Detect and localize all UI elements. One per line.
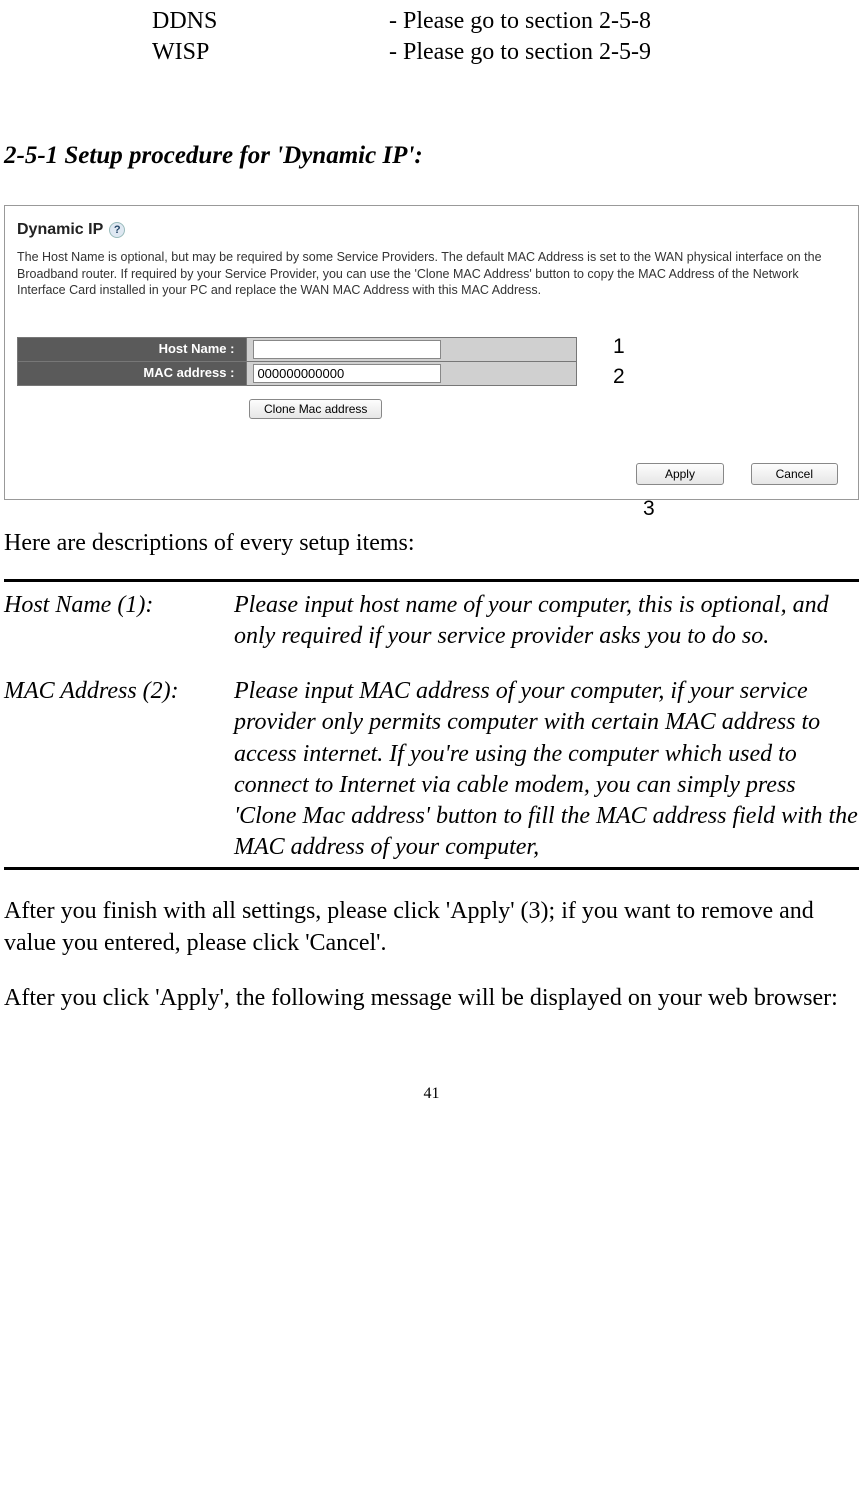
screenshot-title: Dynamic IP <box>17 220 103 241</box>
callout-1: 1 <box>613 333 625 360</box>
mac-address-input[interactable] <box>253 364 441 383</box>
router-screenshot: Dynamic IP ? The Host Name is optional, … <box>4 205 859 500</box>
help-icon[interactable]: ? <box>109 222 125 238</box>
screenshot-description: The Host Name is optional, but may be re… <box>17 249 846 300</box>
callout-3: 3 <box>643 495 655 522</box>
item-row: MAC Address (2): Please input MAC addres… <box>4 676 859 863</box>
item-definition: Please input host name of your computer,… <box>234 590 859 652</box>
ref-name: WISP <box>152 37 389 68</box>
ref-target: - Please go to section 2-5-8 <box>389 6 651 37</box>
host-name-label: Host Name : <box>18 338 247 362</box>
item-term: MAC Address (2): <box>4 676 234 863</box>
config-table: Host Name : MAC address : <box>17 337 577 386</box>
items-intro: Here are descriptions of every setup ite… <box>4 528 859 559</box>
mac-address-label: MAC address : <box>18 362 247 386</box>
item-row: Host Name (1): Please input host name of… <box>4 590 859 652</box>
screenshot-title-row: Dynamic IP ? <box>17 220 846 241</box>
page-number: 41 <box>4 1084 859 1105</box>
divider-bottom <box>4 867 859 870</box>
after-paragraph: After you click 'Apply', the following m… <box>4 983 859 1014</box>
item-definition: Please input MAC address of your compute… <box>234 676 859 863</box>
ref-target: - Please go to section 2-5-9 <box>389 37 651 68</box>
host-name-input[interactable] <box>253 340 441 359</box>
after-text: After you finish with all settings, plea… <box>4 896 859 1014</box>
top-reference-row: WISP - Please go to section 2-5-9 <box>152 37 859 68</box>
ref-name: DDNS <box>152 6 389 37</box>
top-reference-list: DDNS - Please go to section 2-5-8 WISP -… <box>152 6 859 68</box>
item-term: Host Name (1): <box>4 590 234 652</box>
apply-button-row: Apply Cancel <box>17 455 846 486</box>
apply-button[interactable]: Apply <box>636 463 724 485</box>
top-reference-row: DDNS - Please go to section 2-5-8 <box>152 6 859 37</box>
host-name-cell <box>247 338 577 362</box>
section-heading: 2-5-1 Setup procedure for 'Dynamic IP': <box>4 140 859 173</box>
clone-mac-button[interactable]: Clone Mac address <box>249 399 382 419</box>
form-area: Host Name : MAC address : Clone Mac addr… <box>17 337 846 421</box>
cancel-button[interactable]: Cancel <box>751 463 838 485</box>
mac-address-cell <box>247 362 577 386</box>
item-definitions: Host Name (1): Please input host name of… <box>4 590 859 864</box>
after-paragraph: After you finish with all settings, plea… <box>4 896 859 958</box>
divider-top <box>4 579 859 582</box>
callout-2: 2 <box>613 363 625 390</box>
